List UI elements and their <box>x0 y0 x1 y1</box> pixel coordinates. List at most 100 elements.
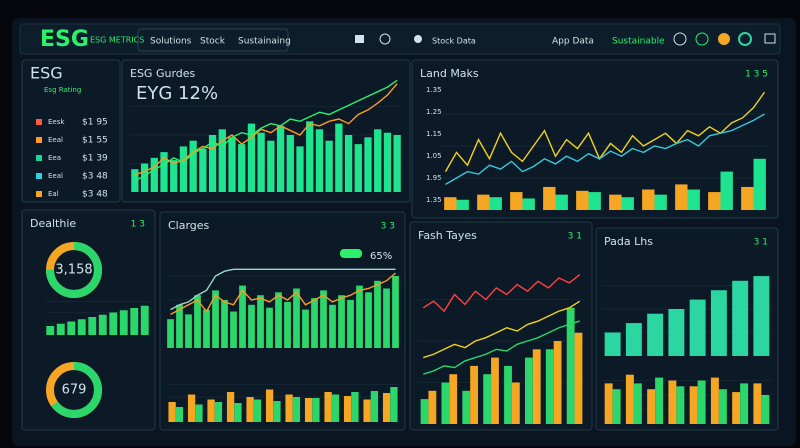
panel-corner: 3 1 <box>568 232 582 242</box>
bar <box>343 396 352 422</box>
bar <box>753 158 766 210</box>
tab[interactable]: Sustainaing <box>238 37 291 47</box>
bar <box>566 307 575 424</box>
bar <box>374 129 382 192</box>
badge <box>340 249 362 258</box>
bar <box>741 186 754 210</box>
bar <box>364 137 372 192</box>
icon[interactable] <box>673 32 687 46</box>
bar <box>753 383 762 424</box>
icon[interactable] <box>695 32 709 46</box>
panel-corner: 3 3 <box>381 222 395 232</box>
bar <box>329 304 336 348</box>
bar <box>676 386 685 424</box>
bar <box>555 194 568 210</box>
y-label: 1.05 <box>426 152 442 160</box>
bar <box>392 276 399 348</box>
bar <box>130 308 139 335</box>
bar <box>273 401 281 422</box>
bar <box>239 285 246 348</box>
bar <box>449 374 458 424</box>
bar <box>293 288 300 348</box>
bar <box>708 192 721 210</box>
lock-icon[interactable] <box>355 35 364 43</box>
bar <box>363 399 371 422</box>
row-label: Eesk <box>48 118 65 126</box>
bar <box>489 197 502 210</box>
settings-icon[interactable] <box>379 33 391 45</box>
bar <box>207 399 215 422</box>
row-label: Eeal <box>48 136 63 144</box>
bar <box>247 123 256 192</box>
bar <box>347 300 354 348</box>
line <box>422 274 581 313</box>
bar <box>470 365 479 424</box>
row-label: Eeal <box>48 172 63 180</box>
line <box>445 113 765 186</box>
bar <box>46 326 55 335</box>
bar <box>675 184 688 210</box>
bar <box>67 321 76 335</box>
panel-corner: 1 3 5 <box>745 70 768 80</box>
bar <box>296 146 304 192</box>
icon[interactable] <box>738 32 752 46</box>
row-swatch <box>36 191 42 197</box>
line <box>134 79 398 182</box>
bar <box>228 137 236 192</box>
bar <box>257 295 264 348</box>
bar <box>176 304 183 348</box>
bar <box>383 288 390 348</box>
bar <box>441 382 450 424</box>
bar <box>286 135 294 192</box>
y-label: 1.15 <box>426 130 442 138</box>
bar <box>230 311 237 348</box>
bar <box>98 314 107 335</box>
line <box>444 91 766 172</box>
bar <box>633 383 642 424</box>
panel-title: Clarges <box>168 219 210 232</box>
bar <box>543 186 556 210</box>
bar <box>504 365 512 424</box>
y-label: 1.35 <box>426 86 442 94</box>
icon[interactable] <box>718 33 730 45</box>
headline: EYG 12% <box>136 83 218 104</box>
bar <box>257 132 265 192</box>
bar <box>160 152 168 192</box>
bar <box>109 312 118 335</box>
bar <box>338 295 345 348</box>
panel-corner: 1 3 <box>131 220 145 230</box>
bar <box>187 394 196 422</box>
bar <box>189 140 197 192</box>
bar <box>292 397 301 422</box>
bar <box>576 190 589 210</box>
tab[interactable]: Solutions <box>150 37 192 47</box>
bar <box>234 403 242 422</box>
bar <box>370 391 379 422</box>
bar <box>483 374 492 424</box>
mic-icon[interactable] <box>414 35 422 43</box>
bar <box>532 349 541 424</box>
bar <box>522 198 535 210</box>
bar <box>545 349 554 424</box>
top-bar <box>19 23 781 55</box>
tab[interactable]: Stock <box>200 37 226 47</box>
bar <box>306 121 314 192</box>
bar <box>365 292 372 348</box>
link[interactable]: App Data <box>552 37 594 47</box>
panel <box>159 211 406 431</box>
bar <box>456 199 469 210</box>
line <box>423 320 580 375</box>
bar <box>612 389 621 424</box>
panel <box>595 227 779 431</box>
menu-icon[interactable] <box>764 33 776 44</box>
bar <box>140 163 149 192</box>
bar <box>444 197 457 210</box>
bar <box>420 399 429 424</box>
bar <box>218 129 226 192</box>
bar <box>732 392 741 424</box>
button[interactable]: Sustainable <box>612 37 665 47</box>
bar <box>761 395 770 424</box>
bar <box>331 394 340 422</box>
donut-label: 3,158 <box>55 263 92 278</box>
panel-title: Fash Tayes <box>418 229 477 242</box>
